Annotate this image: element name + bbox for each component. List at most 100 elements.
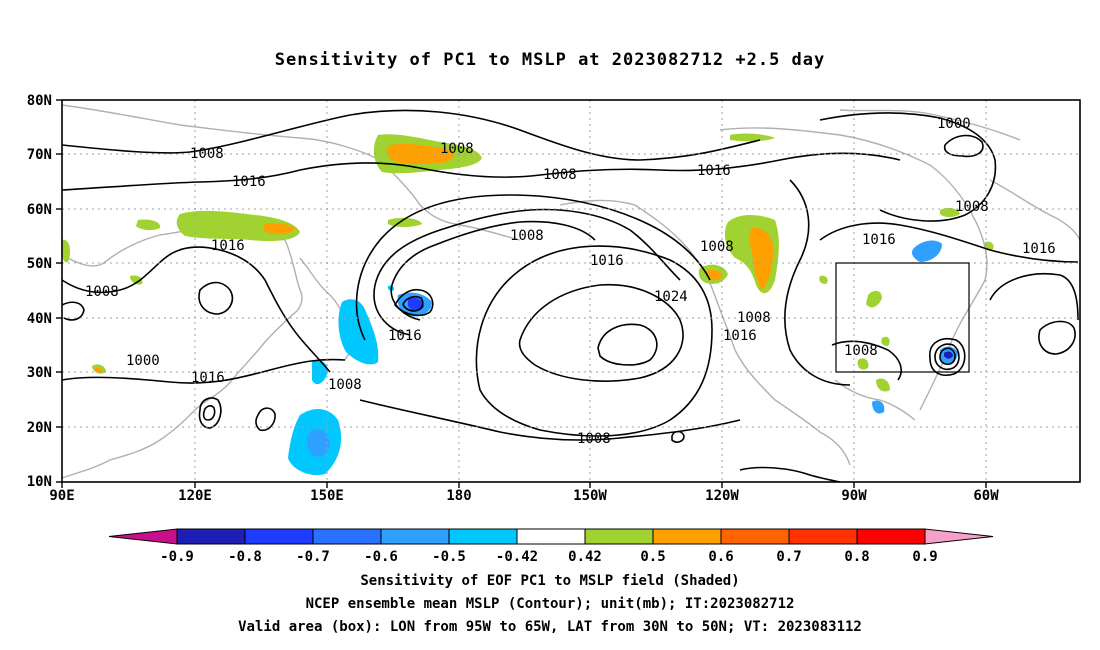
shade-positive-050 xyxy=(881,336,890,346)
contour-1016-high-outer xyxy=(475,245,713,437)
colorbar-tick-label: -0.7 xyxy=(296,549,330,565)
lon-label: 180 xyxy=(446,488,471,504)
contour-label: 1016 xyxy=(697,163,731,179)
contour-label: 1008 xyxy=(85,284,119,300)
shade-negative-050 xyxy=(307,428,330,457)
contour-label: 1016 xyxy=(211,238,245,254)
shade-negative-060 xyxy=(408,297,424,311)
contour-label: 1008 xyxy=(440,141,474,157)
lat-label: 10N xyxy=(27,474,52,490)
contour-ring-sea-inner xyxy=(202,405,216,421)
contour-label: 1008 xyxy=(510,228,544,244)
caption-shading: Sensitivity of EOF PC1 to MSLP field (Sh… xyxy=(360,573,740,589)
mslp-contours xyxy=(61,109,1079,483)
shade-positive-050 xyxy=(730,133,775,142)
colorbar-swatch xyxy=(312,528,382,545)
contour-1008-low xyxy=(373,208,681,336)
contour-hurricane-3 xyxy=(929,338,966,376)
colorbar-swatch xyxy=(108,528,178,545)
gridlines xyxy=(62,100,1080,482)
coastline-greenland xyxy=(989,179,1081,241)
contour-high-core xyxy=(597,323,658,366)
sensitivity-shading xyxy=(62,133,994,476)
colorbar-tick-label: 0.42 xyxy=(568,549,602,565)
colorbar-swatch xyxy=(584,528,654,545)
contour-ring-west xyxy=(61,301,85,321)
contour-1016-low-outer xyxy=(355,194,711,341)
contour-label: 1008 xyxy=(700,239,734,255)
colorbar-swatch xyxy=(380,528,450,545)
coastline-bering xyxy=(379,159,521,241)
lon-ticks xyxy=(61,482,987,488)
map-plot-area: 1008 1008 1016 1008 1016 1016 1008 1000 … xyxy=(27,93,1081,504)
contour-atlantic-ring xyxy=(1038,320,1076,355)
contour-label: 1008 xyxy=(543,167,577,183)
lat-label: 80N xyxy=(27,93,52,109)
lon-label: 150W xyxy=(573,488,607,504)
lat-label: 40N xyxy=(27,311,52,327)
colorbar-tick-label: -0.42 xyxy=(496,549,538,565)
contour-1008-box xyxy=(831,340,902,381)
colorbar-swatch xyxy=(176,528,246,545)
colorbar-swatch xyxy=(516,528,586,545)
lon-label: 60W xyxy=(973,488,999,504)
lat-labels: 80N 70N 60N 50N 40N 30N 20N 10N xyxy=(27,93,52,490)
contour-label: 1000 xyxy=(126,353,160,369)
lon-label: 90E xyxy=(49,488,74,504)
contour-1008-south xyxy=(61,358,346,384)
coastline-arctic-islands xyxy=(839,109,1021,141)
contour-1016-east xyxy=(819,222,1079,263)
contour-label: 1016 xyxy=(1022,241,1056,257)
shade-positive-060 xyxy=(95,367,103,373)
shade-negative-050 xyxy=(912,240,942,262)
shade-positive-050 xyxy=(136,219,161,231)
contour-label: 1008 xyxy=(737,310,771,326)
colorbar-tick-label: -0.5 xyxy=(432,549,466,565)
shade-positive-050 xyxy=(866,290,882,308)
colorbar-tick-label: 0.6 xyxy=(708,549,733,565)
contour-label: 1000 xyxy=(937,116,971,132)
contour-label: 1008 xyxy=(328,377,362,393)
contour-small-ring xyxy=(671,430,685,443)
contour-1016-west xyxy=(61,246,331,373)
contour-label-group: 1008 1008 1016 1008 1016 1016 1008 1000 … xyxy=(85,116,1056,447)
colorbar-tick-label: 0.7 xyxy=(776,549,801,565)
valid-area-box xyxy=(835,262,970,373)
shade-positive-060 xyxy=(387,143,454,165)
plot-frame xyxy=(61,99,1081,483)
colorbar-swatch xyxy=(856,528,926,545)
lat-ticks xyxy=(56,99,62,483)
contour-1008-north xyxy=(61,109,761,161)
shade-positive-050 xyxy=(857,358,869,370)
contour-1016-atlantic xyxy=(989,272,1079,321)
contour-hurricane-1 xyxy=(934,343,960,371)
colorbar: -0.9 -0.8 -0.7 -0.6 -0.5 -0.42 0.42 0.5 0.6 0.7 0.… xyxy=(108,528,994,565)
colorbar-swatch xyxy=(244,528,314,545)
lat-label: 30N xyxy=(27,365,52,381)
contour-label: 1016 xyxy=(862,232,896,248)
colorbar-swatch xyxy=(788,528,858,545)
map-title: Sensitivity of PC1 to MSLP at 2023082712… xyxy=(274,50,826,70)
contour-label: 1016 xyxy=(232,174,266,190)
shade-positive-060 xyxy=(263,223,296,235)
colorbar-tick-label: -0.9 xyxy=(160,549,194,565)
contour-label: 1016 xyxy=(191,370,225,386)
colorbar-tick-label: 0.9 xyxy=(912,549,937,565)
contour-1024-high xyxy=(518,283,684,382)
contour-ring-asia xyxy=(198,281,234,315)
colorbar-swatch xyxy=(652,528,722,545)
contour-label: 1016 xyxy=(723,328,757,344)
coastline-siberia xyxy=(61,104,381,161)
contour-label: 1008 xyxy=(190,146,224,162)
colorbar-tick-label: -0.8 xyxy=(228,549,262,565)
contour-label: 1008 xyxy=(955,199,989,215)
lon-labels: 90E 120E 150E 180 150W 120W 90W 60W xyxy=(49,488,999,504)
contour-1000-north-canada xyxy=(819,112,997,222)
colorbar-tick-label: 0.5 xyxy=(640,549,665,565)
shade-negative-042 xyxy=(338,299,379,365)
colorbar-tick-label: 0.8 xyxy=(844,549,869,565)
shade-negative-050 xyxy=(872,400,885,414)
coastline-asia-east xyxy=(61,314,293,479)
contour-label: 1008 xyxy=(844,343,878,359)
